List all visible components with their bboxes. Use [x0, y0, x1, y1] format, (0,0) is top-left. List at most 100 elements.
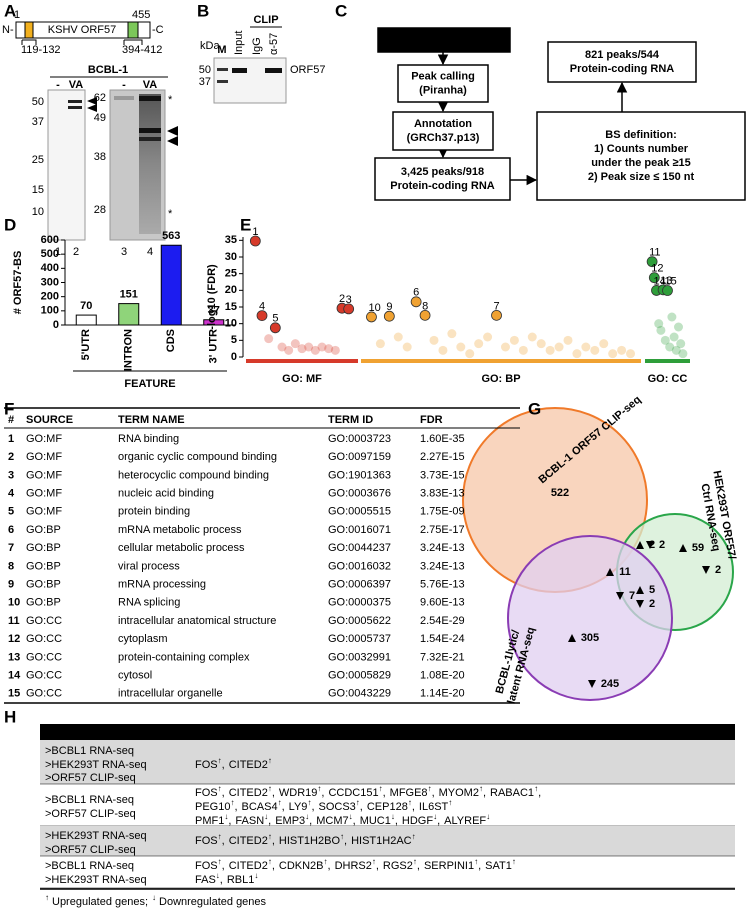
table-cell: intracellular organelle — [118, 688, 223, 700]
flow-node — [397, 64, 489, 103]
gene-name: HIST1H2BO — [279, 835, 341, 847]
table-cell: 5.76E-13 — [420, 579, 465, 591]
table-header: TERM NAME — [118, 414, 185, 426]
separator: , — [220, 874, 223, 886]
regulation-mark: ↑ — [448, 798, 452, 807]
separator: , — [383, 787, 386, 799]
y-tick-label: 0 — [53, 319, 59, 331]
venn-count: 522 — [551, 487, 569, 499]
separator: , — [222, 787, 225, 799]
point — [581, 342, 591, 352]
group-bar — [361, 359, 641, 363]
table-cell: protein-containing complex — [118, 651, 250, 663]
venn-count: 5 — [649, 584, 655, 596]
x-tick-label: CDS — [165, 329, 177, 352]
gene-line: PEG10↑, BCAS4↑, LY9↑, SOCS3↑, CEP128↑, IL6ST↑ — [195, 798, 452, 813]
ladder-label: 10 — [32, 206, 44, 218]
gene-name: RBL1 — [227, 874, 255, 886]
gene-name: FOS — [195, 860, 218, 872]
table-cell: GO:BP — [26, 579, 61, 591]
table-header: TERM ID — [328, 414, 373, 426]
point — [304, 342, 314, 352]
point — [317, 342, 327, 352]
point — [545, 345, 555, 355]
bar — [160, 244, 182, 326]
labeled-point — [249, 235, 261, 247]
table-cell: GO:MF — [26, 469, 62, 481]
regulation-mark: ↓ — [264, 812, 268, 821]
gene-name: FOS — [195, 835, 218, 847]
venn-arrow — [636, 600, 644, 608]
table-cell: GO:0005829 — [328, 670, 391, 682]
lane-label: - — [56, 79, 60, 91]
table-row-bg — [40, 740, 735, 784]
table-cell: GO:CC — [26, 651, 62, 663]
point-label: 9 — [386, 301, 392, 313]
venn-arrow — [636, 586, 644, 594]
point — [654, 319, 664, 329]
separator: , — [309, 815, 312, 827]
gene-name: FOS — [195, 787, 218, 799]
motif-brackets — [21, 39, 143, 45]
regulation-mark: ↑ — [356, 798, 360, 807]
start-residue: 1 — [14, 9, 20, 21]
group-bar — [246, 359, 358, 363]
asterisk: * — [168, 94, 173, 106]
c-terminus: -C — [152, 24, 164, 36]
gene-name: SAT1 — [485, 860, 512, 872]
gene-name: FAS — [195, 874, 216, 886]
bar — [75, 314, 97, 326]
venn-arrow — [636, 541, 644, 549]
end-residue: 455 — [132, 9, 150, 21]
ladder-label: 38 — [94, 151, 106, 163]
point-label: 6 — [413, 287, 419, 299]
table-header: # — [8, 414, 14, 426]
table-cell: heterocyclic compound binding — [118, 469, 269, 481]
point-label: 13 — [660, 275, 672, 287]
gene-line: FOS↑, CITED2↑, WDR19↑, CCDC151↑, MFGE8↑, MYOM… — [195, 784, 541, 799]
western-blot-b — [213, 26, 287, 104]
point-label: 14 — [654, 275, 666, 287]
ladder-label: 37 — [199, 76, 211, 88]
point — [310, 345, 320, 355]
point — [375, 339, 385, 349]
table-cell: cytoplasm — [118, 633, 168, 645]
point — [656, 325, 666, 335]
labeled-point — [410, 296, 422, 308]
table-cell: 10 — [8, 597, 20, 609]
labeled-point — [648, 272, 660, 284]
table-cell: 2.27E-15 — [420, 451, 465, 463]
point — [297, 344, 307, 354]
y-tick-label: 400 — [41, 262, 59, 274]
regulation-mark: ↑ — [268, 784, 272, 793]
footnote-text: Upregulated genes; — [52, 896, 148, 908]
band-label: ORF57 — [290, 64, 325, 76]
cell-line: BCBL-1 — [88, 64, 128, 76]
y-tick-label: 25 — [225, 268, 237, 280]
gene-name: CITED2 — [229, 787, 268, 799]
regulation-mark: ↓ — [391, 812, 395, 821]
table-cell: GO:0003676 — [328, 488, 391, 500]
flow-node-text: BS definition: — [605, 129, 677, 141]
regulation-mark: ↑ — [428, 784, 432, 793]
value-label: 151 — [120, 289, 138, 301]
labeled-point — [269, 322, 281, 334]
gene-name: BCAS4 — [242, 801, 278, 813]
table-cell: 5 — [8, 506, 14, 518]
panel-label: E — [240, 215, 251, 234]
point — [563, 335, 573, 345]
labeled-point — [662, 285, 673, 296]
separator: , — [483, 787, 486, 799]
table-header: Gene names — [407, 726, 472, 738]
venn-count: 305 — [581, 632, 599, 644]
regulation-mark: ↑ — [474, 857, 478, 866]
table-cell: GO:1901363 — [328, 469, 391, 481]
western-blot-a — [47, 89, 178, 241]
gene-name: MUC1 — [360, 815, 391, 827]
gene-name: MCM7 — [316, 815, 348, 827]
venn-count: 11 — [619, 566, 631, 578]
lane-number: 4 — [147, 246, 153, 258]
gene-name: CITED2 — [229, 835, 268, 847]
gene-name: MYOM2 — [439, 787, 479, 799]
flow-node — [392, 111, 494, 151]
